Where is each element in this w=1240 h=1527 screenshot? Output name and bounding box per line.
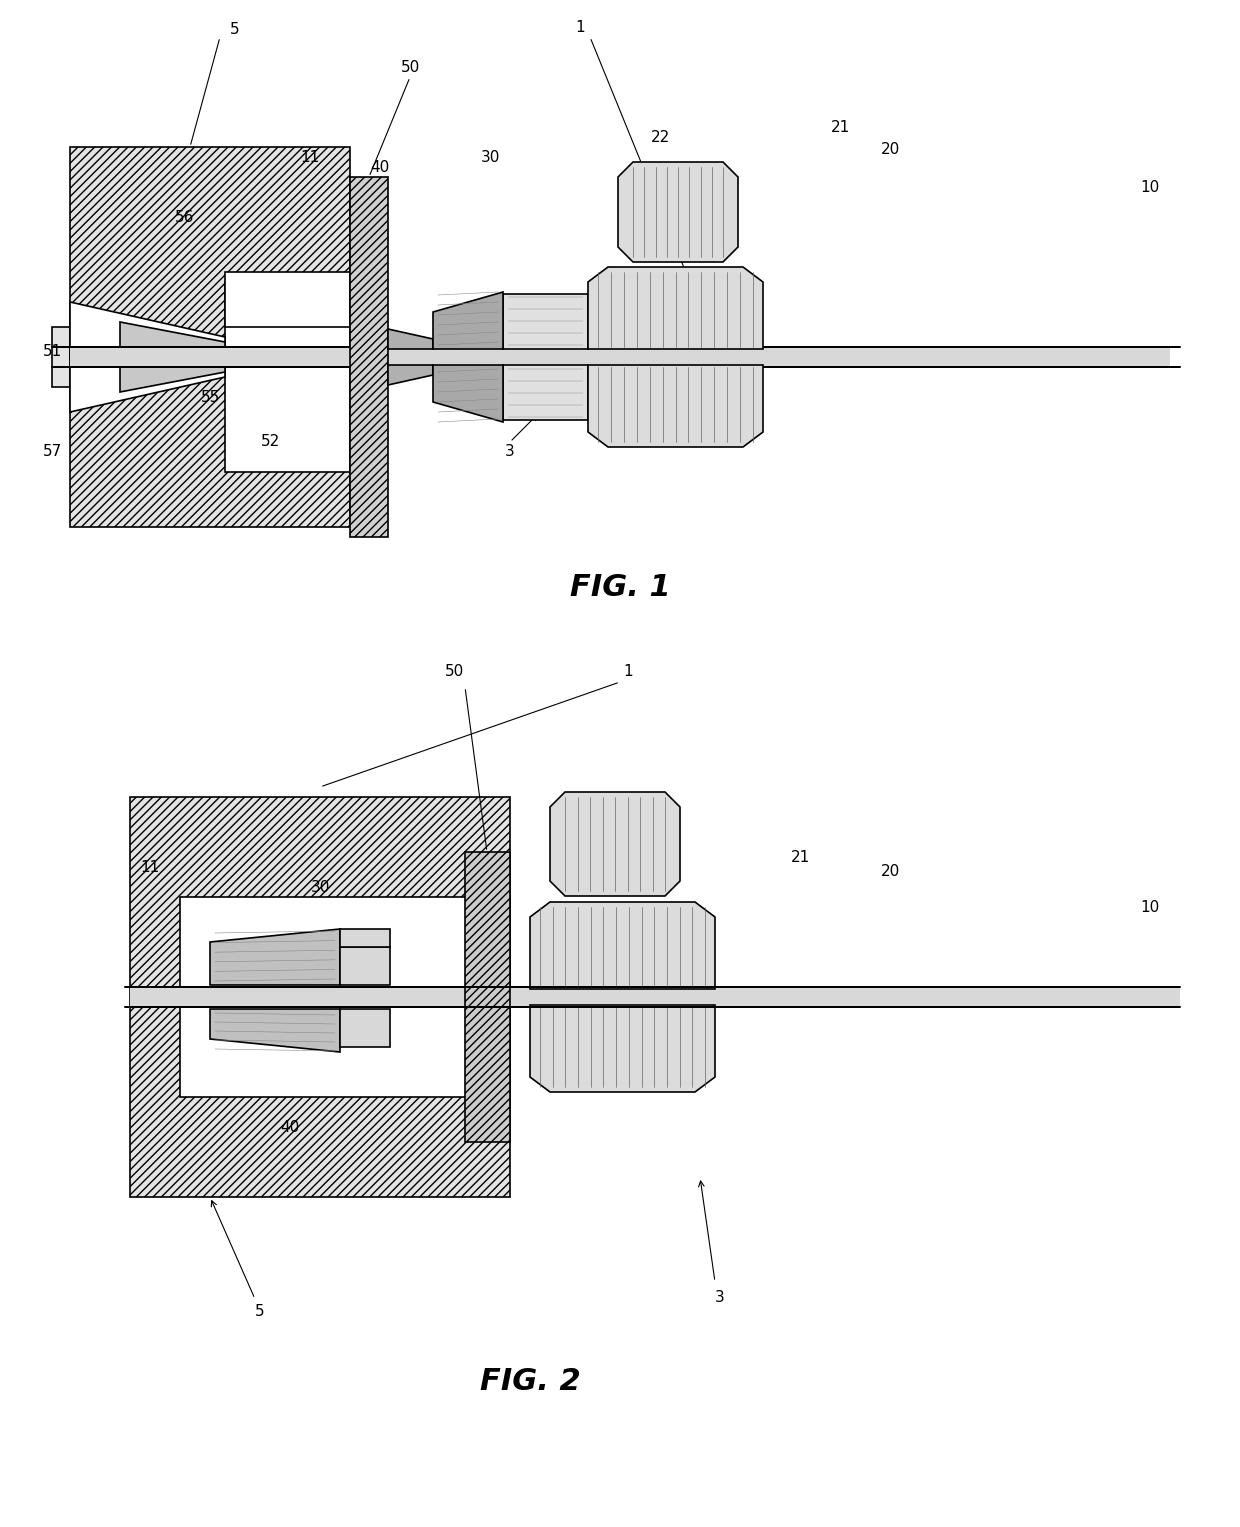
Bar: [340, 1009, 391, 1048]
Text: 10: 10: [1141, 180, 1159, 194]
Polygon shape: [588, 365, 763, 447]
Bar: [69, 347, 1171, 366]
Bar: [130, 797, 510, 1197]
Text: 3: 3: [505, 444, 515, 460]
Polygon shape: [69, 302, 224, 412]
Text: 3: 3: [715, 1289, 725, 1304]
Bar: [340, 928, 391, 947]
Polygon shape: [210, 928, 340, 985]
Text: 51: 51: [42, 345, 62, 359]
Bar: [350, 177, 388, 538]
Text: 22: 22: [650, 130, 670, 145]
Text: FIG. 1: FIG. 1: [569, 573, 671, 602]
Text: 40: 40: [371, 159, 389, 174]
Text: 30: 30: [310, 880, 330, 895]
Bar: [465, 852, 510, 1142]
Text: 56: 56: [175, 209, 195, 224]
Polygon shape: [618, 162, 738, 263]
Bar: [503, 295, 588, 350]
Text: 50: 50: [401, 60, 419, 75]
Polygon shape: [529, 902, 715, 989]
Text: 50: 50: [445, 664, 465, 680]
Bar: [340, 947, 391, 985]
Bar: [130, 986, 1180, 1006]
Polygon shape: [388, 328, 433, 350]
Text: 21: 21: [831, 119, 849, 134]
Polygon shape: [551, 793, 680, 896]
Text: 57: 57: [42, 444, 62, 460]
Bar: [52, 327, 69, 386]
Polygon shape: [588, 267, 763, 350]
Polygon shape: [120, 322, 224, 392]
Text: 55: 55: [201, 389, 219, 405]
Bar: [503, 365, 588, 420]
Text: 52: 52: [260, 435, 280, 449]
Text: 21: 21: [790, 849, 810, 864]
Text: 20: 20: [880, 864, 900, 880]
Polygon shape: [529, 1005, 715, 1092]
Text: FIG. 2: FIG. 2: [480, 1368, 580, 1397]
Text: 53: 53: [361, 405, 379, 420]
Polygon shape: [433, 365, 503, 421]
Text: 11: 11: [300, 150, 320, 165]
Text: 1: 1: [624, 664, 632, 680]
Text: 30: 30: [480, 150, 500, 165]
Text: 5: 5: [231, 21, 239, 37]
Bar: [69, 147, 350, 527]
Text: 11: 11: [140, 860, 160, 875]
Text: 5: 5: [255, 1304, 265, 1319]
Text: 20: 20: [880, 142, 900, 156]
Polygon shape: [210, 1009, 340, 1052]
Bar: [180, 896, 510, 1096]
Bar: [224, 282, 350, 472]
Polygon shape: [433, 292, 503, 350]
Text: 40: 40: [280, 1119, 300, 1135]
Text: 1: 1: [575, 20, 585, 35]
Bar: [224, 272, 350, 327]
Polygon shape: [388, 365, 433, 385]
Text: 10: 10: [1141, 899, 1159, 915]
